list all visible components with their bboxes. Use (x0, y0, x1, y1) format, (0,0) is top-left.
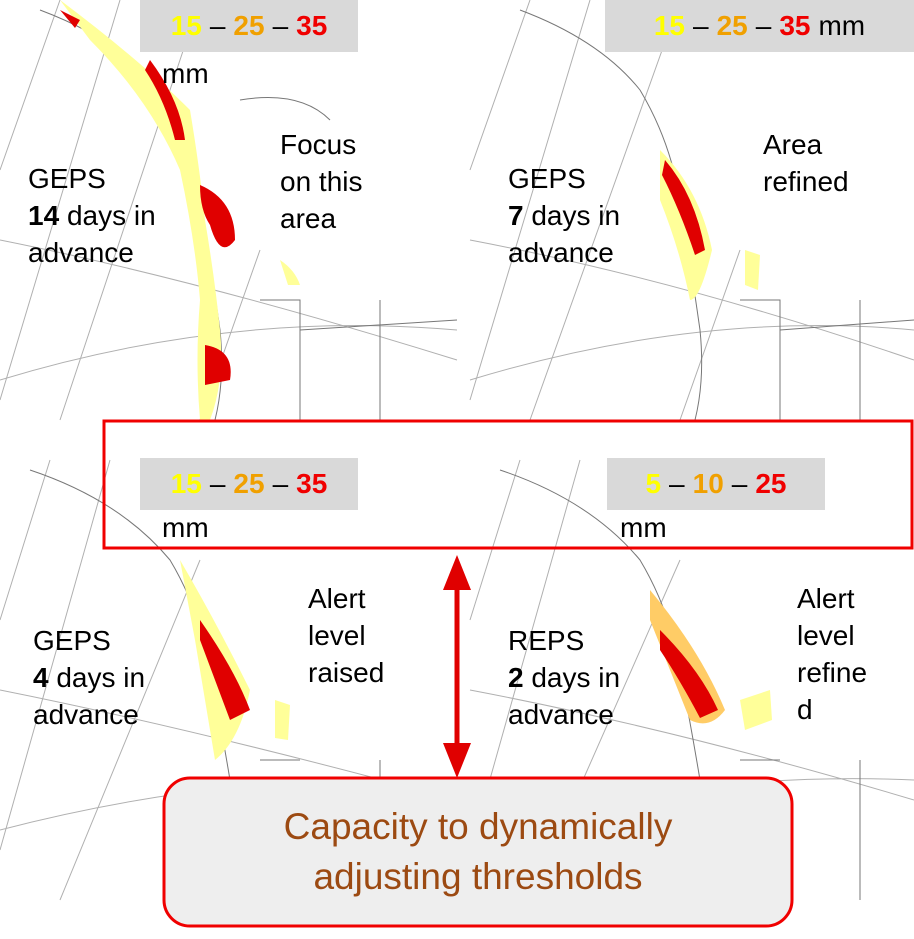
lead-line: 14 days in (28, 197, 156, 234)
slide: {"panels": [ {"legend": {"values": ["15"… (0, 0, 914, 939)
lead-text: advance (33, 696, 145, 733)
note-line: d (797, 691, 867, 728)
threshold-legend: 15–25–35 (140, 0, 358, 52)
threshold-value: 25 (755, 468, 786, 499)
lead-text: days in (67, 200, 156, 231)
model-name: GEPS (33, 622, 145, 659)
precip-blobs-4 (650, 590, 772, 730)
separator: – (732, 468, 748, 499)
separator: – (210, 468, 226, 499)
lead-text: advance (508, 234, 620, 271)
callout-line: adjusting thresholds (313, 852, 642, 902)
threshold-value: 15 (171, 468, 202, 499)
lead-line: 2 days in (508, 659, 620, 696)
threshold-value: 25 (233, 468, 264, 499)
threshold-value: 25 (233, 10, 264, 41)
threshold-value: 25 (717, 10, 748, 41)
threshold-value: 5 (645, 468, 661, 499)
note-line: Area (763, 126, 849, 163)
threshold-legend: 5–10–25 (607, 458, 825, 510)
separator: – (756, 10, 772, 41)
separator: – (273, 10, 289, 41)
lead-days: 2 (508, 662, 524, 693)
model-name: GEPS (28, 160, 156, 197)
lead-text: days in (56, 662, 145, 693)
separator: – (210, 10, 226, 41)
model-name: REPS (508, 622, 620, 659)
threshold-value: 35 (296, 10, 327, 41)
note-line: Focus (280, 126, 363, 163)
lead-days: 4 (33, 662, 49, 693)
callout-line: Capacity to dynamically (284, 802, 673, 852)
threshold-value: 15 (171, 10, 202, 41)
note-line: level (308, 617, 384, 654)
note-line: raised (308, 654, 384, 691)
lead-text: days in (531, 200, 620, 231)
lead-text: days in (531, 662, 620, 693)
lead-text: advance (28, 234, 156, 271)
precip-blobs-3 (180, 560, 290, 760)
note-line: on this (280, 163, 363, 200)
lead-line: 4 days in (33, 659, 145, 696)
threshold-legend: 15–25–35 (140, 458, 358, 510)
threshold-value: 35 (779, 10, 810, 41)
lead-days: 14 (28, 200, 59, 231)
lead-days: 7 (508, 200, 524, 231)
unit: mm (620, 512, 667, 544)
threshold-value: 10 (693, 468, 724, 499)
separator: – (273, 468, 289, 499)
separator: – (669, 468, 685, 499)
unit: mm (162, 512, 209, 544)
note-line: level (797, 617, 867, 654)
note-line: refine (797, 654, 867, 691)
unit: mm (818, 10, 865, 41)
model-name: GEPS (508, 160, 620, 197)
threshold-value: 15 (654, 10, 685, 41)
lead-line: 7 days in (508, 197, 620, 234)
double-arrow (443, 555, 471, 778)
note-line: area (280, 200, 363, 237)
note-line: Alert (308, 580, 384, 617)
note-line: Alert (797, 580, 867, 617)
note-line: refined (763, 163, 849, 200)
threshold-value: 35 (296, 468, 327, 499)
precip-blobs-2 (660, 150, 760, 300)
separator: – (693, 10, 709, 41)
lead-text: advance (508, 696, 620, 733)
unit: mm (162, 58, 209, 90)
